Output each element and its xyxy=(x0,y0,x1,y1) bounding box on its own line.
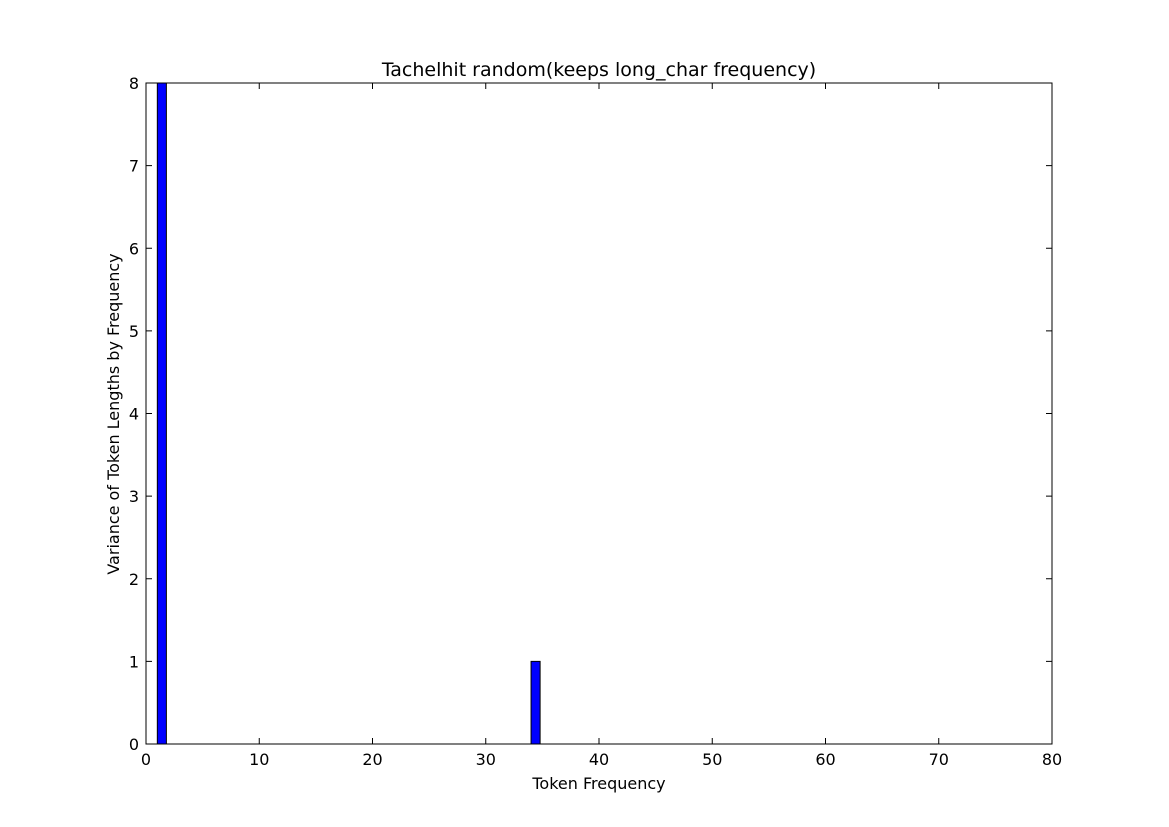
y-tick-label: 5 xyxy=(129,322,139,341)
y-tick-label: 6 xyxy=(129,239,139,258)
x-tick-label: 60 xyxy=(815,750,835,769)
x-tick-label: 0 xyxy=(141,750,151,769)
x-tick-label: 10 xyxy=(249,750,269,769)
y-axis-label: Variance of Token Lengths by Frequency xyxy=(104,253,123,574)
plot-area xyxy=(146,83,1052,744)
x-tick-label: 70 xyxy=(929,750,949,769)
x-tick-label: 20 xyxy=(362,750,382,769)
x-axis-label: Token Frequency xyxy=(531,774,665,793)
x-tick-label: 40 xyxy=(589,750,609,769)
y-tick-label: 8 xyxy=(129,74,139,93)
x-tick-label: 80 xyxy=(1042,750,1062,769)
y-tick-label: 4 xyxy=(129,405,139,424)
bar-34 xyxy=(530,660,541,745)
plot-frame xyxy=(145,82,1053,745)
x-tick-label: 30 xyxy=(476,750,496,769)
y-tick-label: 7 xyxy=(129,157,139,176)
bar-1 xyxy=(156,82,167,745)
x-tick-label: 50 xyxy=(702,750,722,769)
chart-title: Tachelhit random(keeps long_char frequen… xyxy=(381,59,816,81)
y-tick-label: 0 xyxy=(129,735,139,754)
ticks-group: 0 10 20 30 40 50 60 70 80 0 1 2 3 4 5 6 7 8 xyxy=(129,74,1062,769)
y-tick-label: 3 xyxy=(129,487,139,506)
y-tick-label: 2 xyxy=(129,570,139,589)
y-tick-label: 1 xyxy=(129,652,139,671)
